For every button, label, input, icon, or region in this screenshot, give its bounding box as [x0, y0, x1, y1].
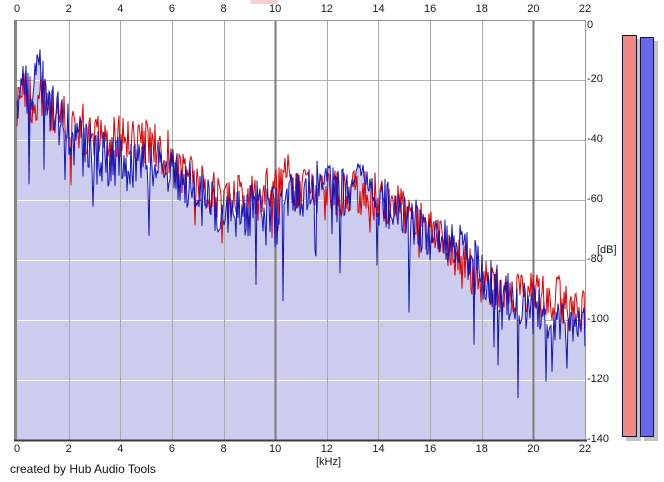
top-x-tick-label: 2	[65, 3, 72, 15]
bottom-x-tick-label: 2	[65, 443, 72, 455]
bottom-x-tick-label: 0	[13, 443, 21, 455]
top-x-tick-label: 20	[527, 3, 540, 15]
db-tick-label: -80	[587, 253, 603, 265]
db-tick-label: -20	[587, 73, 603, 85]
db-tick-label: 0	[587, 19, 594, 31]
bottom-x-tick-label: 12	[320, 443, 333, 455]
top-x-tick-label: 10	[269, 3, 282, 15]
top-x-tick-label: 6	[168, 3, 175, 15]
bottom-x-tick-label: 10	[269, 443, 282, 455]
top-x-tick-label: 12	[320, 3, 333, 15]
bottom-x-tick-label: 18	[475, 443, 488, 455]
top-edge-artifact	[250, 0, 278, 4]
bottom-x-tick-label: 6	[168, 443, 175, 455]
top-x-tick-label: 4	[117, 3, 124, 15]
bottom-x-tick-label: 16	[423, 443, 437, 455]
footer-credit: created by Hub Audio Tools	[10, 462, 156, 476]
db-tick-label: -120	[587, 373, 610, 385]
db-tick-label: -40	[587, 133, 603, 145]
khz-axis-title: [kHz]	[316, 456, 342, 468]
db-tick-label: -60	[587, 193, 603, 205]
bottom-x-tick-label: 14	[372, 443, 385, 455]
bottom-x-tick-label: 20	[527, 443, 540, 455]
level-meter-blue	[640, 37, 654, 437]
bottom-x-tick-label: 22	[578, 443, 592, 455]
top-x-tick-label: 14	[372, 3, 385, 15]
top-x-tick-label: 16	[423, 3, 437, 15]
level-meter-red	[622, 35, 637, 437]
db-tick-label: -140	[587, 433, 610, 445]
bottom-x-tick-label: 8	[220, 443, 227, 455]
top-x-tick-label: 18	[475, 3, 488, 15]
top-x-tick-label: 22	[578, 3, 592, 15]
db-tick-label: -100	[587, 313, 610, 325]
top-x-tick-label: 8	[220, 3, 227, 15]
db-axis-title: [dB]	[597, 244, 617, 256]
top-x-tick-label: 0	[13, 3, 21, 15]
bottom-x-tick-label: 4	[117, 443, 124, 455]
